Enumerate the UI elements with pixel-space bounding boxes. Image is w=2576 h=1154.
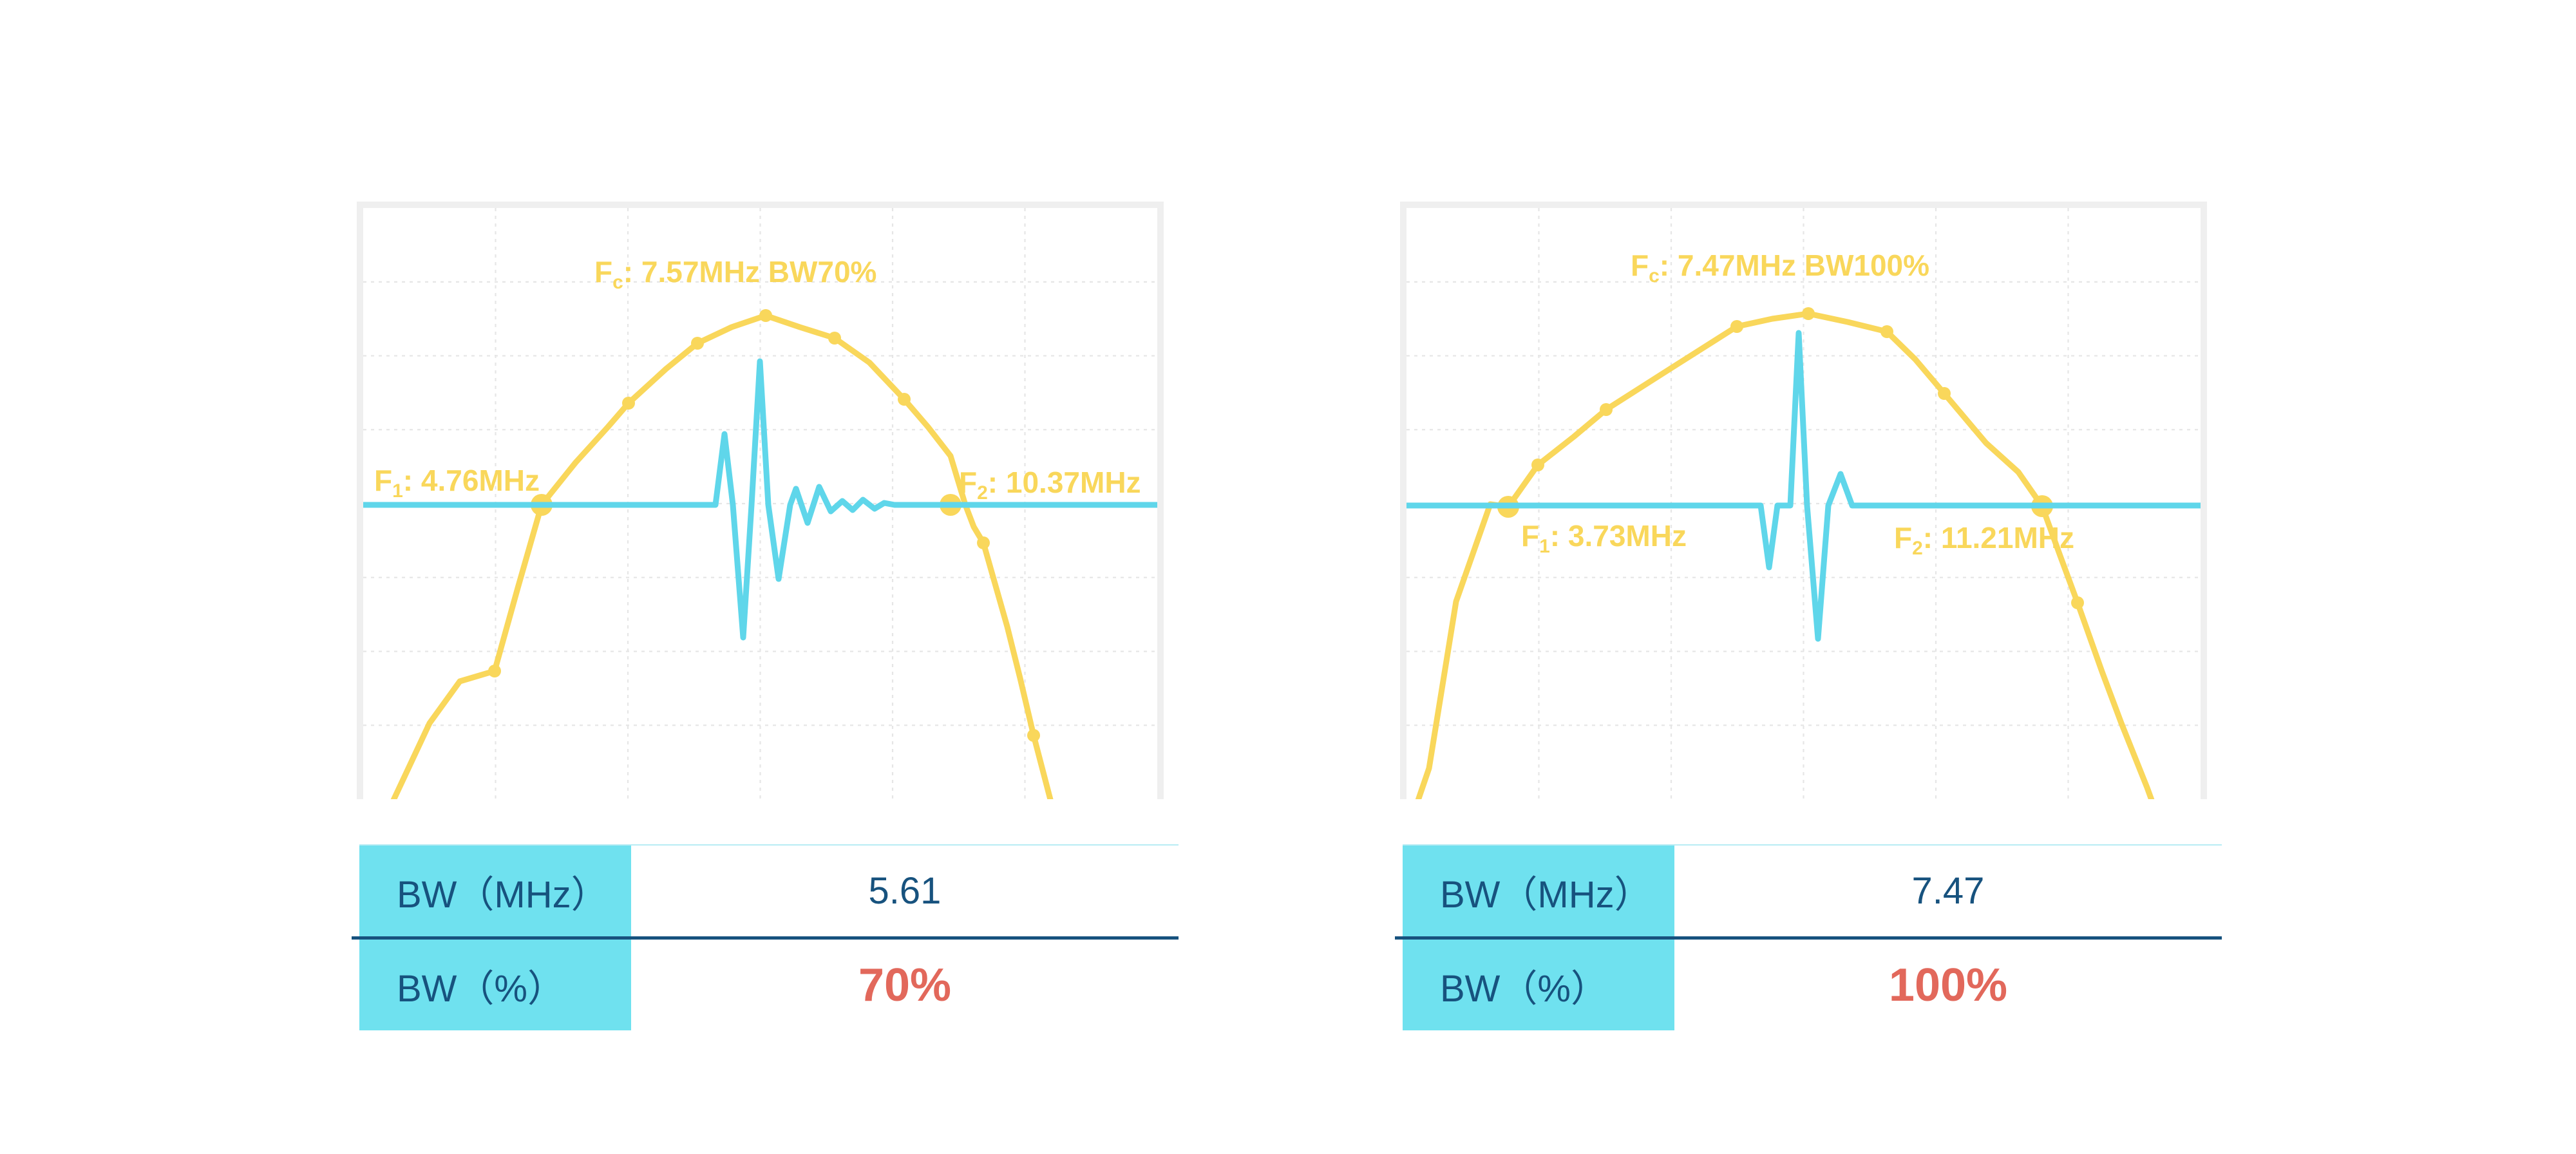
svg-text:Fc: 7.57MHz BW70%: Fc: 7.57MHz BW70% xyxy=(594,255,876,293)
svg-text:F2: 11.21MHz: F2: 11.21MHz xyxy=(1894,521,2074,559)
svg-text:Fc: 7.47MHz BW100%: Fc: 7.47MHz BW100% xyxy=(1631,249,1929,287)
svg-text:F1: 4.76MHz: F1: 4.76MHz xyxy=(374,464,540,502)
svg-text:F1: 3.73MHz: F1: 3.73MHz xyxy=(1521,519,1687,557)
